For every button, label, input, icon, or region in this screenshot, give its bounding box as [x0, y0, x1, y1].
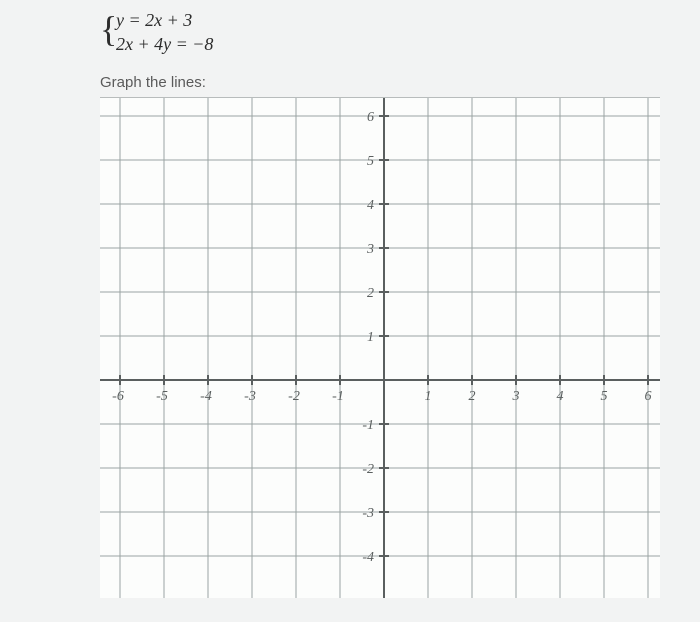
grid-svg: -6 -5 -4 -3 -2 -1 1 2 3 4 5 6 -4 -3 -2 -1 1 2 3 4 5 6: [100, 98, 660, 598]
svg-text:3: 3: [512, 389, 520, 404]
svg-text:-4: -4: [200, 389, 212, 404]
coordinate-plane[interactable]: -6 -5 -4 -3 -2 -1 1 2 3 4 5 6 -4 -3 -2 -1 1 2 3 4 5 6: [100, 97, 660, 598]
svg-text:4: 4: [367, 198, 374, 213]
svg-text:5: 5: [601, 389, 608, 404]
svg-text:1: 1: [425, 389, 432, 404]
equation-1: y = 2x + 3: [116, 8, 680, 32]
svg-text:1: 1: [367, 330, 374, 345]
system-of-equations: { y = 2x + 3 2x + 4y = −8: [100, 8, 680, 56]
svg-text:3: 3: [366, 242, 374, 257]
svg-text:-3: -3: [244, 389, 256, 404]
equation-2: 2x + 4y = −8: [116, 32, 680, 56]
svg-text:-2: -2: [288, 389, 300, 404]
svg-text:2: 2: [469, 389, 476, 404]
page-container: { y = 2x + 3 2x + 4y = −8 Graph the line…: [0, 0, 700, 622]
svg-text:-1: -1: [362, 418, 374, 433]
svg-text:-5: -5: [156, 389, 168, 404]
svg-text:-6: -6: [112, 389, 124, 404]
svg-text:6: 6: [645, 389, 652, 404]
svg-text:5: 5: [367, 154, 374, 169]
svg-text:-1: -1: [332, 389, 344, 404]
left-brace: {: [100, 6, 117, 52]
svg-text:-2: -2: [362, 462, 374, 477]
svg-text:4: 4: [557, 389, 564, 404]
svg-text:2: 2: [367, 286, 374, 301]
svg-text:-3: -3: [362, 506, 374, 521]
svg-text:-4: -4: [362, 550, 374, 565]
svg-text:6: 6: [367, 110, 374, 125]
instruction-text: Graph the lines:: [100, 74, 680, 91]
